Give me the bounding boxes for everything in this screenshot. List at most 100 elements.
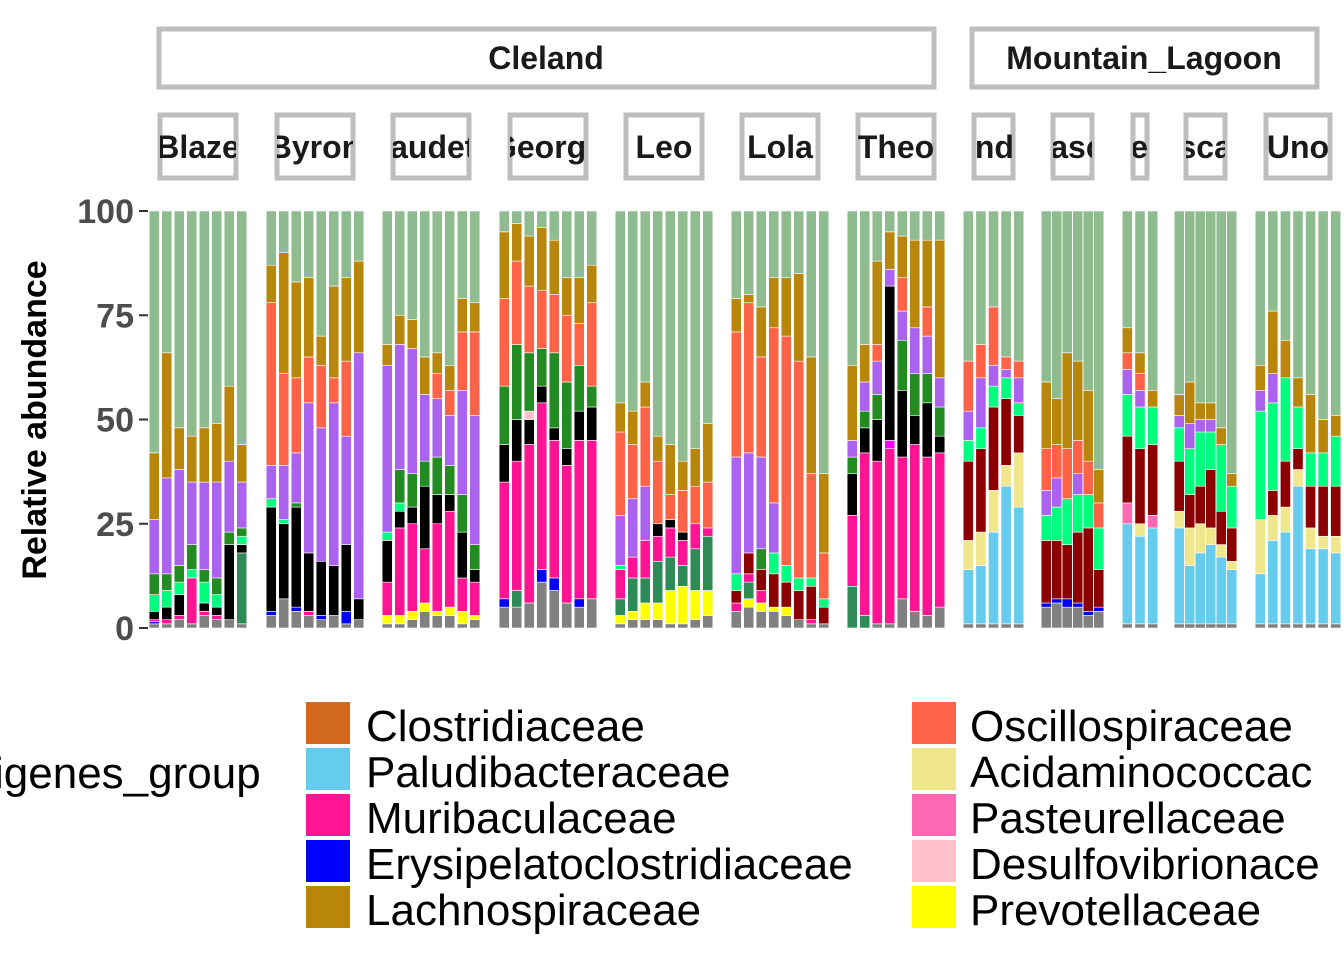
bar-segment <box>431 494 443 525</box>
bar-segment <box>664 444 676 495</box>
bar-segment <box>573 410 585 441</box>
bar-segment <box>1082 390 1094 462</box>
bar-segment <box>1330 435 1342 487</box>
bar <box>1072 210 1084 629</box>
bar-segment <box>614 431 626 516</box>
group-strip-label: Mountain_Lagoon <box>1006 40 1282 76</box>
bar-segment <box>1040 540 1052 604</box>
bar-segment <box>1173 527 1185 625</box>
bar <box>627 210 639 629</box>
bar <box>1173 210 1185 629</box>
bar <box>573 210 585 629</box>
bar-segment <box>1194 623 1206 629</box>
bar-segment <box>498 598 510 608</box>
bar-segment <box>934 435 946 454</box>
bar <box>909 210 921 629</box>
bar <box>498 210 510 629</box>
bar-segment <box>730 456 742 575</box>
bar-segment <box>846 515 858 587</box>
bar-segment <box>186 577 198 625</box>
bar-segment <box>793 590 805 620</box>
facet-strip-fiasco: Fiasco <box>1050 112 1095 181</box>
bar-segment-others <box>1173 210 1185 395</box>
bar-segment <box>934 239 946 379</box>
bar-segment <box>818 623 830 629</box>
panel-jeu <box>1121 210 1159 629</box>
bar <box>614 210 626 629</box>
legend-key-paludibacteraceae <box>306 748 350 790</box>
legend-label-erysipelatoclostridiaceae: Erysipelatoclostridiaceae <box>366 840 853 889</box>
bar <box>265 210 277 629</box>
bar-segment <box>548 239 560 295</box>
bar-segment <box>1093 469 1105 504</box>
bar-segment <box>561 381 573 449</box>
bar-segment <box>1267 623 1279 629</box>
bar-segment <box>353 260 365 354</box>
bar-segment <box>921 335 933 374</box>
bar-segment <box>639 381 651 408</box>
bar-segment <box>315 560 327 616</box>
bar-segment <box>846 456 858 475</box>
bar-segment <box>988 406 999 491</box>
bar-segment <box>1280 460 1291 508</box>
y-axis-title: Relative abundance <box>16 260 54 579</box>
bar-segment <box>677 540 689 566</box>
bar-segment <box>962 440 974 462</box>
bar-segment <box>975 531 987 566</box>
bar-segment <box>962 410 974 441</box>
bar-segment <box>1305 548 1316 625</box>
bar-segment-others <box>652 210 664 437</box>
facet-strip-label: Cinder <box>943 129 1044 165</box>
bar-segment <box>444 615 456 629</box>
bar-segment <box>614 569 626 600</box>
bar-segment <box>768 327 780 504</box>
bar-segment-others <box>290 210 302 283</box>
bar-segment <box>755 569 767 591</box>
bar-segment <box>236 527 248 537</box>
bar-segment <box>859 452 871 616</box>
bar-segment <box>793 273 805 362</box>
bar-segment <box>1184 381 1196 424</box>
bar-segment <box>586 406 598 441</box>
bar <box>652 210 664 629</box>
bar-segment <box>652 460 664 525</box>
bar-segment <box>1254 623 1266 629</box>
bar-segment <box>793 619 805 629</box>
bar-segment <box>975 377 987 429</box>
bar-segment <box>148 519 160 575</box>
bar-segment-others <box>962 210 974 362</box>
bar-segment <box>1205 544 1217 625</box>
facet-strip-label: Uno <box>1267 129 1329 165</box>
bar-segment <box>148 452 160 520</box>
bar-segment <box>469 569 481 583</box>
legend-label-pasteurellaceae: Pasteurellaceae <box>970 794 1286 843</box>
bar-segment <box>290 606 302 612</box>
bar-segment <box>469 331 481 416</box>
bar-segment <box>988 490 999 533</box>
bar-segment <box>444 606 456 616</box>
bar-segment <box>768 277 780 329</box>
bar <box>173 210 185 629</box>
bar-segment <box>846 473 858 516</box>
bar-segment <box>1134 523 1146 537</box>
bar-segment-others <box>896 210 908 237</box>
bar-segment <box>1121 435 1133 504</box>
bar-segment <box>186 435 198 483</box>
bar-segment <box>689 619 701 629</box>
bar-segment <box>818 473 830 554</box>
bar-segment <box>340 435 352 545</box>
bar <box>1000 210 1012 629</box>
bar-segment <box>1330 552 1342 625</box>
bar-segment <box>469 581 481 616</box>
bar-segment <box>677 623 689 629</box>
bar-segment <box>1194 523 1206 554</box>
bar-segment-others <box>498 210 510 233</box>
facet-strip-label: Blaze <box>156 129 240 165</box>
bar-segment <box>702 527 714 537</box>
bar-segment <box>406 611 418 620</box>
bar-segment <box>419 485 431 550</box>
bar <box>236 210 248 629</box>
bar-segment <box>536 581 548 629</box>
bar <box>884 210 896 629</box>
bar-segment <box>884 440 896 449</box>
